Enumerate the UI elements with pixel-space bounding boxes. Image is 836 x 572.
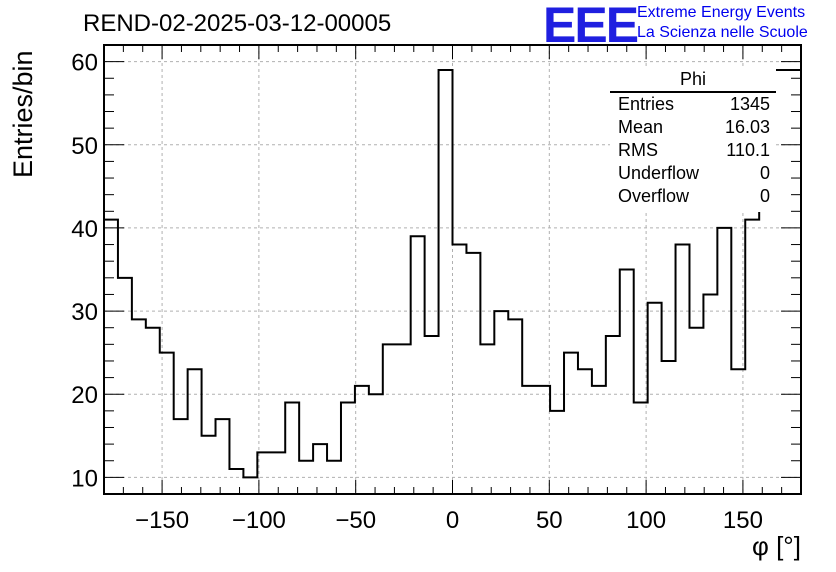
histogram-bin xyxy=(676,245,690,494)
histogram-bin xyxy=(285,403,299,494)
histogram-bin xyxy=(216,419,230,494)
x-tick-label: 100 xyxy=(626,507,666,534)
y-tick-label: 20 xyxy=(71,382,98,409)
histogram-bin xyxy=(132,319,146,494)
histogram-series xyxy=(104,68,801,495)
x-tick-label: 0 xyxy=(446,507,459,534)
stats-row-overflow: Overflow 0 xyxy=(610,185,776,208)
stats-key: Entries xyxy=(618,94,675,114)
plot-frame xyxy=(103,44,802,495)
histogram-bin xyxy=(425,336,439,494)
stats-box-name: Phi xyxy=(610,69,776,93)
histogram-bin xyxy=(787,70,801,494)
histogram-bin xyxy=(564,353,578,494)
x-tick-label: 150 xyxy=(723,507,763,534)
stats-value: 110.1 xyxy=(726,140,770,160)
histogram-bin xyxy=(648,303,662,494)
stats-box: Phi Entries 1345 Mean 16.03 RMS 110.1 Un… xyxy=(610,69,776,212)
histogram-bin xyxy=(606,336,620,494)
histogram-bin xyxy=(662,361,676,494)
x-tick-label: 50 xyxy=(536,507,563,534)
histogram-bin xyxy=(341,403,355,494)
histogram-bin xyxy=(466,253,480,494)
stats-row-underflow: Underflow 0 xyxy=(610,162,776,185)
histogram-bin xyxy=(508,319,522,494)
x-tick-label: −100 xyxy=(232,507,286,534)
stats-value: 0 xyxy=(759,186,770,206)
stats-value: 1345 xyxy=(729,94,770,114)
histogram-bin xyxy=(229,469,243,494)
logo-tagline-2: La Scienza nelle Scuole xyxy=(637,24,808,41)
histogram-bin xyxy=(411,236,425,494)
y-tick-label: 30 xyxy=(71,299,98,326)
histogram-bin xyxy=(313,444,327,494)
stats-key: RMS xyxy=(618,140,658,160)
histogram-bin xyxy=(494,311,508,494)
histogram-bin xyxy=(689,328,703,494)
histogram-bin xyxy=(383,344,397,494)
histogram-bin xyxy=(118,278,132,494)
stats-row-entries: Entries 1345 xyxy=(610,93,776,116)
histogram-bin xyxy=(188,369,202,494)
logo-tagline-1: Extreme Energy Events xyxy=(637,4,806,21)
stats-key: Overflow xyxy=(618,186,690,206)
stats-key: Underflow xyxy=(618,163,700,183)
stats-key: Mean xyxy=(618,117,664,137)
histogram-bin xyxy=(745,220,759,494)
histogram-bin xyxy=(202,436,216,494)
y-axis-label: Entries/bin xyxy=(8,50,38,178)
y-tick-label: 40 xyxy=(71,216,98,243)
histogram-bin xyxy=(146,328,160,494)
histogram-bin xyxy=(717,228,731,494)
stats-value: 0 xyxy=(759,163,770,183)
histogram-bin xyxy=(257,452,271,494)
histogram-bin xyxy=(439,70,453,494)
histogram-bin xyxy=(397,344,411,494)
histogram-bin xyxy=(174,419,188,494)
histogram-bin xyxy=(453,245,467,494)
histogram-bin xyxy=(550,411,564,494)
y-tick-label: 50 xyxy=(71,133,98,160)
eee-logo: EEE xyxy=(543,0,639,53)
tick-labels: −150 −100 −50 0 50 100 150 10 20 30 40 50 60 xyxy=(71,50,763,534)
histogram-bin xyxy=(299,461,313,494)
histogram-bin xyxy=(620,270,634,495)
stats-value: 16.03 xyxy=(724,117,770,137)
histogram-bin xyxy=(369,394,383,494)
histogram-bin xyxy=(480,344,494,494)
histogram-bin xyxy=(578,369,592,494)
stats-row-mean: Mean 16.03 xyxy=(610,116,776,139)
x-tick-label: −150 xyxy=(135,507,189,534)
stats-row-rms: RMS 110.1 xyxy=(610,139,776,162)
histogram-bin xyxy=(634,403,648,494)
y-tick-label: 10 xyxy=(71,465,98,492)
histogram-bin xyxy=(243,477,257,494)
x-tick-label: −50 xyxy=(335,507,376,534)
plot-title: REND-02-2025-03-12-00005 xyxy=(83,10,392,37)
x-axis-label: φ [°] xyxy=(752,531,801,561)
histogram-line xyxy=(104,68,801,479)
y-tick-label: 60 xyxy=(71,50,98,77)
